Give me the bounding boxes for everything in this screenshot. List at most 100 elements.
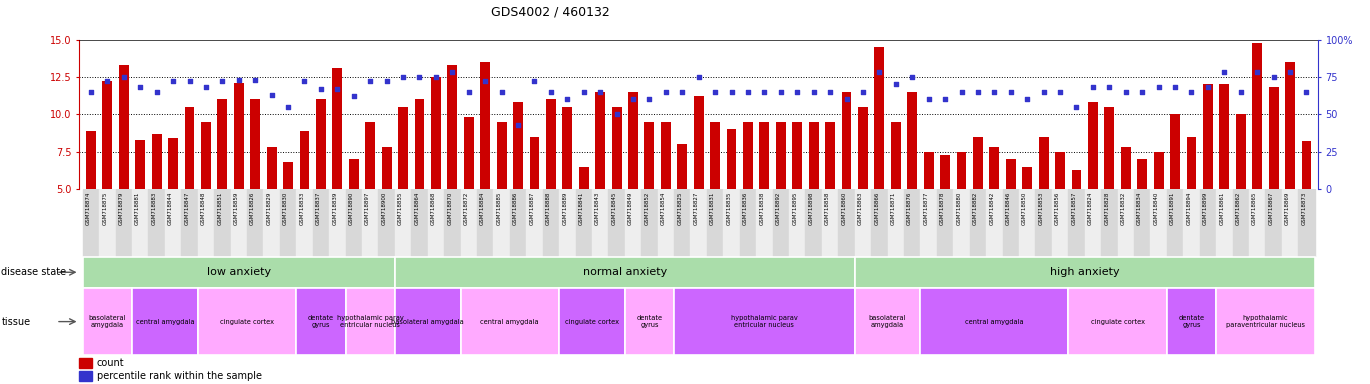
Point: [227, 77, 249, 83]
FancyBboxPatch shape: [1069, 288, 1167, 355]
Point: [507, 122, 529, 128]
Text: GSM718887: GSM718887: [529, 191, 534, 225]
Bar: [132, 189, 148, 257]
Point: [310, 86, 332, 92]
Point: [474, 78, 496, 84]
Text: GSM718833: GSM718833: [300, 191, 304, 225]
Text: central amygdala: central amygdala: [136, 319, 195, 324]
FancyBboxPatch shape: [1217, 288, 1315, 355]
FancyBboxPatch shape: [296, 288, 345, 355]
Bar: [312, 189, 329, 257]
Point: [244, 77, 266, 83]
Bar: [481, 62, 490, 189]
Text: GSM718877: GSM718877: [923, 191, 929, 225]
Text: GSM718885: GSM718885: [496, 191, 501, 225]
Text: cingulate cortex: cingulate cortex: [1091, 319, 1144, 324]
Bar: [448, 65, 458, 189]
Point: [622, 96, 644, 103]
Text: GSM718843: GSM718843: [595, 191, 600, 225]
FancyBboxPatch shape: [82, 288, 132, 355]
Text: GSM718864: GSM718864: [415, 191, 419, 225]
Text: hypothalamic
paraventricular nucleus: hypothalamic paraventricular nucleus: [1226, 315, 1304, 328]
Text: GSM718866: GSM718866: [874, 191, 880, 225]
Text: GSM718834: GSM718834: [1137, 191, 1143, 225]
Bar: [530, 137, 540, 189]
Point: [869, 70, 891, 76]
Text: GSM718870: GSM718870: [448, 191, 452, 225]
Text: GSM718863: GSM718863: [858, 191, 863, 225]
Text: dentate
gyrus: dentate gyrus: [308, 315, 334, 328]
Bar: [545, 99, 556, 189]
Bar: [907, 92, 917, 189]
Bar: [855, 189, 871, 257]
Bar: [644, 122, 655, 189]
Bar: [349, 159, 359, 189]
Point: [786, 89, 808, 95]
Bar: [1055, 152, 1064, 189]
Bar: [164, 189, 181, 257]
Bar: [1186, 137, 1196, 189]
Point: [1247, 70, 1269, 76]
FancyBboxPatch shape: [855, 257, 1315, 288]
Bar: [103, 81, 112, 189]
Bar: [136, 140, 145, 189]
Bar: [1137, 159, 1147, 189]
FancyBboxPatch shape: [674, 288, 855, 355]
Bar: [707, 189, 723, 257]
Bar: [858, 107, 867, 189]
Bar: [1249, 189, 1266, 257]
Text: GSM718873: GSM718873: [1302, 191, 1307, 225]
Bar: [1170, 114, 1180, 189]
Text: GSM718869: GSM718869: [1285, 191, 1291, 225]
Bar: [1203, 84, 1212, 189]
Text: GSM718861: GSM718861: [1219, 191, 1225, 225]
Point: [655, 89, 677, 95]
Text: GSM718835: GSM718835: [726, 191, 732, 225]
Text: GSM718880: GSM718880: [956, 191, 962, 225]
Bar: [477, 189, 493, 257]
Bar: [756, 189, 773, 257]
FancyBboxPatch shape: [395, 288, 460, 355]
Bar: [1085, 189, 1101, 257]
Bar: [510, 189, 526, 257]
Text: GSM718848: GSM718848: [201, 191, 206, 225]
Bar: [79, 358, 92, 368]
FancyBboxPatch shape: [395, 257, 855, 288]
Text: GSM718844: GSM718844: [169, 191, 173, 225]
Text: central amygdala: central amygdala: [481, 319, 540, 324]
Text: GSM718851: GSM718851: [218, 191, 222, 225]
Bar: [251, 99, 260, 189]
Bar: [970, 189, 986, 257]
Text: GSM718826: GSM718826: [251, 191, 255, 225]
Point: [1181, 89, 1203, 95]
Text: hypothalamic parav
entricular nucleus: hypothalamic parav entricular nucleus: [732, 315, 797, 328]
Bar: [300, 131, 310, 189]
Bar: [954, 189, 970, 257]
Text: GSM718856: GSM718856: [1055, 191, 1060, 225]
Bar: [677, 144, 688, 189]
Text: basolateral
amygdala: basolateral amygdala: [89, 315, 126, 328]
Bar: [1217, 189, 1233, 257]
Bar: [1285, 62, 1295, 189]
Bar: [1006, 159, 1015, 189]
Text: GSM718890: GSM718890: [349, 191, 353, 225]
Point: [737, 89, 759, 95]
Bar: [514, 103, 523, 189]
Text: GSM718832: GSM718832: [1121, 191, 1126, 225]
Bar: [362, 189, 378, 257]
Text: GSM718830: GSM718830: [284, 191, 288, 225]
Bar: [825, 122, 836, 189]
Text: high anxiety: high anxiety: [1049, 267, 1119, 277]
Point: [852, 89, 874, 95]
Point: [112, 74, 134, 80]
Point: [326, 86, 348, 92]
Bar: [1104, 107, 1114, 189]
Bar: [888, 189, 904, 257]
Point: [1214, 70, 1236, 76]
Bar: [1069, 189, 1085, 257]
Bar: [806, 189, 822, 257]
Bar: [86, 131, 96, 189]
Bar: [1151, 189, 1167, 257]
Point: [1049, 89, 1071, 95]
Bar: [937, 189, 954, 257]
